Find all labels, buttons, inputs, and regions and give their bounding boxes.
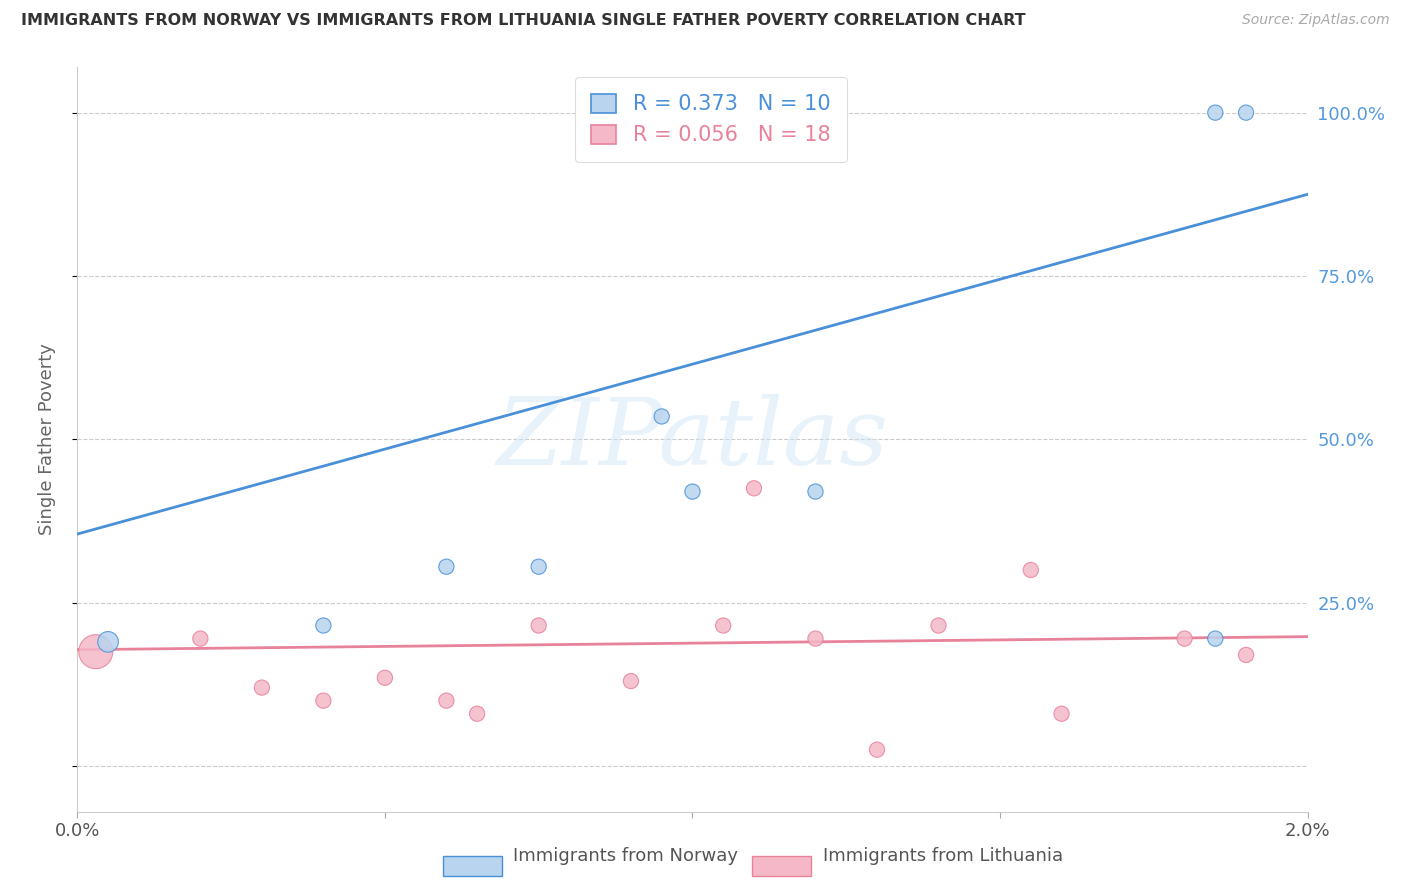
Point — [190, 632, 212, 646]
Point — [527, 559, 550, 574]
Point — [527, 618, 550, 632]
Point — [1019, 563, 1042, 577]
Point — [620, 674, 643, 689]
Point — [804, 484, 827, 499]
Point — [1204, 632, 1226, 646]
Point — [1234, 105, 1257, 120]
Point — [866, 742, 889, 756]
Point — [928, 618, 950, 632]
Text: Immigrants from Lithuania: Immigrants from Lithuania — [823, 847, 1063, 865]
Point — [312, 618, 335, 632]
Point — [651, 409, 673, 424]
Point — [1050, 706, 1073, 721]
Text: Source: ZipAtlas.com: Source: ZipAtlas.com — [1241, 13, 1389, 28]
Point — [804, 632, 827, 646]
Point — [1174, 632, 1197, 646]
Point — [1204, 105, 1226, 120]
Point — [682, 484, 704, 499]
Point — [742, 481, 765, 495]
Legend: R = 0.373   N = 10, R = 0.056   N = 18: R = 0.373 N = 10, R = 0.056 N = 18 — [575, 78, 848, 162]
Text: Immigrants from Norway: Immigrants from Norway — [513, 847, 738, 865]
Point — [436, 559, 458, 574]
Point — [465, 706, 488, 721]
Text: ZIPatlas: ZIPatlas — [496, 394, 889, 484]
Point — [436, 693, 458, 707]
Point — [84, 645, 107, 659]
Text: IMMIGRANTS FROM NORWAY VS IMMIGRANTS FROM LITHUANIA SINGLE FATHER POVERTY CORREL: IMMIGRANTS FROM NORWAY VS IMMIGRANTS FRO… — [21, 13, 1026, 29]
Point — [250, 681, 273, 695]
Point — [374, 671, 396, 685]
Point — [312, 693, 335, 707]
Point — [1234, 648, 1257, 662]
Point — [97, 635, 120, 649]
Point — [711, 618, 734, 632]
Y-axis label: Single Father Poverty: Single Father Poverty — [38, 343, 56, 535]
